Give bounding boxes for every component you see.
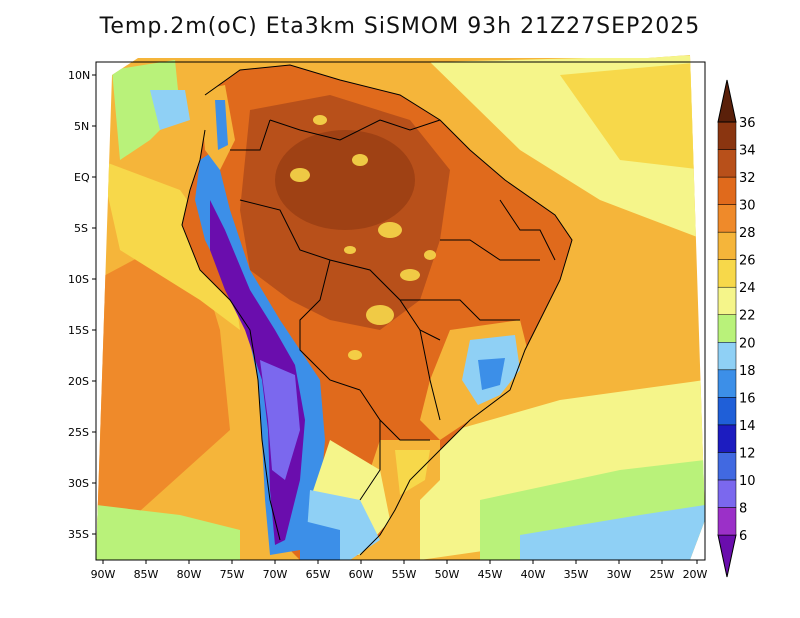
- lat-axis: 10N 5N EQ 5S 10S 15S 20S 25S 30S 35S: [68, 69, 96, 541]
- colorbar-segment: [717, 121, 737, 150]
- colorbar-segment: [717, 452, 737, 481]
- lon-label-65w: 65W: [306, 568, 331, 581]
- patagonia-cold: [300, 520, 340, 560]
- southeast-highlands-cold: [478, 358, 505, 390]
- colorbar-label: 14: [739, 419, 756, 434]
- colorbar-label: 18: [739, 364, 756, 379]
- colorbar-label: 16: [739, 391, 756, 406]
- lon-label-45w: 45W: [478, 568, 503, 581]
- colorbar-segment: [717, 397, 737, 426]
- colorbar-segment: [717, 479, 737, 508]
- colorbar-segment: [717, 259, 737, 288]
- lat-label-5n: 5N: [74, 120, 89, 133]
- north-andes-cold: [215, 100, 228, 150]
- colorbar-segment: [717, 369, 737, 398]
- temperature-field: [96, 55, 705, 560]
- colorbar-label: 30: [739, 199, 756, 214]
- north-atlantic-warm: [560, 62, 705, 170]
- lat-label-15s: 15S: [68, 324, 89, 337]
- colorbar-segment: [717, 507, 737, 536]
- lon-label-85w: 85W: [134, 568, 159, 581]
- colorbar-label: 28: [739, 226, 756, 241]
- colorbar-label: 20: [739, 336, 756, 351]
- lon-label-20w: 20W: [683, 568, 708, 581]
- colorbar-label: 36: [739, 116, 756, 131]
- colorbar-segment: [717, 286, 737, 315]
- lon-label-35w: 35W: [564, 568, 589, 581]
- colorbar-segment: [717, 424, 737, 453]
- colorbar-label: 26: [739, 254, 756, 269]
- lon-label-90w: 90W: [91, 568, 116, 581]
- lon-label-70w: 70W: [263, 568, 288, 581]
- axes-frame: [95, 61, 706, 561]
- lon-label-75w: 75W: [220, 568, 245, 581]
- colorbar-label: 22: [739, 309, 756, 324]
- colorbar-arrow-high: [717, 79, 737, 123]
- colorbar-segment: [717, 204, 737, 233]
- lon-label-40w: 40W: [521, 568, 546, 581]
- south-brazil-mild: [395, 450, 430, 495]
- map-title: Temp.2m(oC) Eta3km SiSMOM 93h 21Z27SEP20…: [99, 14, 701, 39]
- lat-label-10s: 10S: [68, 273, 89, 286]
- hot-core: [275, 130, 415, 230]
- south-atlantic-cold: [520, 505, 705, 560]
- lat-label-20s: 20S: [68, 375, 89, 388]
- colorbar-segment: [717, 149, 737, 178]
- pacific-coastal-band: [100, 160, 240, 330]
- colorbar-label: 6: [739, 529, 747, 544]
- lon-label-25w: 25W: [650, 568, 675, 581]
- lon-label-50w: 50W: [435, 568, 460, 581]
- lon-label-60w: 60W: [349, 568, 374, 581]
- lon-axis: 90W 85W 80W 75W 70W 65W 60W 55W 50W 45W …: [91, 560, 708, 581]
- altiplano-cold: [260, 360, 300, 480]
- colorbar-segment: [717, 342, 737, 371]
- colorbar-label: 8: [739, 501, 747, 516]
- lon-label-80w: 80W: [177, 568, 202, 581]
- colorbar-label: 32: [739, 171, 756, 186]
- lat-label-35s: 35S: [68, 528, 89, 541]
- lat-label-5s: 5S: [74, 222, 88, 235]
- colorbar-label: 10: [739, 474, 756, 489]
- colorbar-segment: [717, 314, 737, 343]
- lat-label-25s: 25S: [68, 426, 89, 439]
- south-pacific-cool: [96, 505, 240, 560]
- lon-label-30w: 30W: [607, 568, 632, 581]
- colorbar-arrow-low: [717, 534, 737, 578]
- colorbar-segment: [717, 231, 737, 260]
- pacific-warm-band: [96, 230, 230, 520]
- colorbar: 6 8 10 12 14 16 18 20 22 24 26 28 30 32 34 36: [717, 79, 756, 578]
- lat-label-10n: 10N: [68, 69, 90, 82]
- lon-label-55w: 55W: [392, 568, 417, 581]
- country-borders: [181, 64, 573, 556]
- colorbar-segment: [717, 176, 737, 205]
- colorbar-label: 12: [739, 446, 756, 461]
- lat-label-30s: 30S: [68, 477, 89, 490]
- colorbar-label: 24: [739, 281, 756, 296]
- hot-patches: [290, 115, 436, 360]
- lat-label-eq: EQ: [74, 171, 90, 184]
- north-pacific-cold: [150, 90, 190, 130]
- north-pacific-cool: [112, 60, 180, 160]
- colorbar-label: 34: [739, 144, 756, 159]
